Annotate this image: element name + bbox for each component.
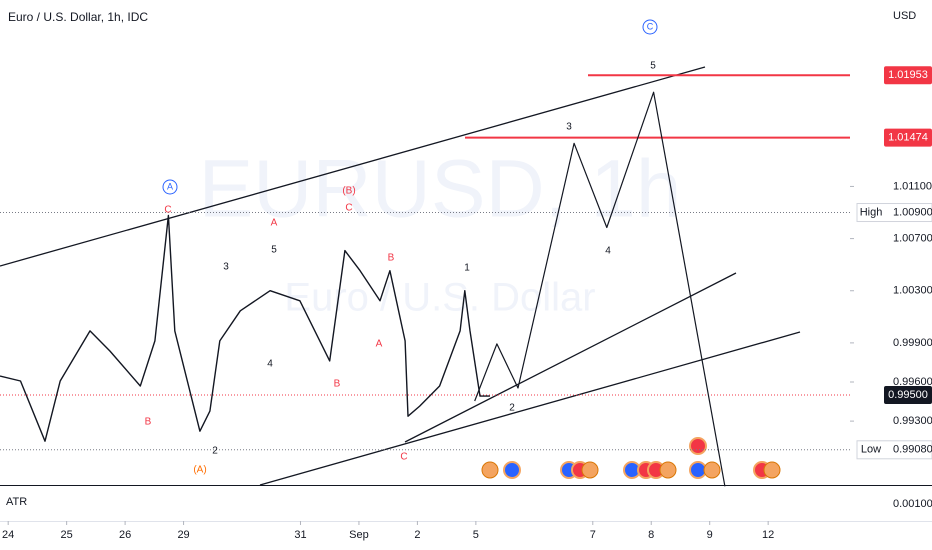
price-tag-label: 0.99500 <box>888 389 928 401</box>
wave-label: 4 <box>605 246 611 257</box>
x-tick-label: 2 <box>414 529 420 541</box>
chart-title: Euro / U.S. Dollar, 1h, IDC <box>8 10 148 24</box>
wave-circle <box>642 19 658 35</box>
x-tick-label: 29 <box>177 529 189 541</box>
watermark: EURUSD, 1h <box>198 144 681 235</box>
trend-line <box>404 272 737 443</box>
low-name: Low <box>861 444 881 456</box>
price-tag <box>884 128 932 147</box>
wave-label: A <box>271 218 278 229</box>
price-tag-label: 1.01953 <box>888 69 928 81</box>
x-tick-label: 9 <box>707 529 713 541</box>
watermark-subtitle: Euro / U.S. Dollar <box>284 276 595 320</box>
wave-label: 3 <box>223 262 229 273</box>
y-tick-label: 1.01100 <box>893 180 932 192</box>
x-tick-label: 24 <box>2 529 14 541</box>
wave-label: 5 <box>271 245 277 256</box>
projection-line <box>474 91 726 487</box>
y-tick-label: 0.99300 <box>893 415 932 427</box>
y-tick-label: 0.99600 <box>893 376 932 388</box>
y-tick-label: 0.99900 <box>893 337 932 349</box>
x-tick-label: 8 <box>648 529 654 541</box>
low-value: 0.99080 <box>893 444 932 456</box>
wave-label: 2 <box>212 446 218 457</box>
wave-label: (A) <box>193 465 206 476</box>
price-tag-label: 1.01474 <box>888 132 928 144</box>
event-icons <box>481 437 781 479</box>
wave-label: A <box>167 181 173 191</box>
wave-label: C <box>647 21 654 31</box>
wave-label: C <box>400 452 407 463</box>
x-tick-label: 5 <box>473 529 479 541</box>
trend-line <box>259 331 801 486</box>
trend-line <box>0 66 706 267</box>
wave-label: 1 <box>464 263 470 274</box>
wave-label: C <box>345 203 352 214</box>
x-tick-label: 31 <box>294 529 306 541</box>
high-name: High <box>860 206 883 218</box>
wave-label: B <box>145 417 152 428</box>
wave-label: 5 <box>650 61 656 72</box>
wave-label: (B) <box>342 186 355 197</box>
x-tick-label: Sep <box>349 529 369 541</box>
price-tag <box>884 66 932 85</box>
atr-label: ATR <box>6 496 27 508</box>
x-tick-label: 26 <box>119 529 131 541</box>
wave-label: B <box>388 253 395 264</box>
wave-circle <box>162 179 178 195</box>
wave-label: C <box>164 205 171 216</box>
y-tick-label: 1.00700 <box>893 232 932 244</box>
high-value: 1.00900 <box>893 206 932 218</box>
currency: USD <box>893 10 916 22</box>
x-tick-label: 25 <box>61 529 73 541</box>
low-tag <box>856 440 932 460</box>
x-tick-label: 7 <box>590 529 596 541</box>
price-line-series <box>0 214 490 442</box>
wave-label: 3 <box>566 122 572 133</box>
atr-tick-label: 0.00100 <box>893 498 932 510</box>
y-tick-label: 1.00300 <box>893 285 932 297</box>
wave-label: B <box>334 379 341 390</box>
high-tag <box>856 203 932 223</box>
x-tick-label: 12 <box>762 529 774 541</box>
wave-label: 2 <box>509 403 515 414</box>
wave-label: 4 <box>267 359 273 370</box>
wave-label: A <box>376 339 383 350</box>
price-tag <box>884 386 932 405</box>
